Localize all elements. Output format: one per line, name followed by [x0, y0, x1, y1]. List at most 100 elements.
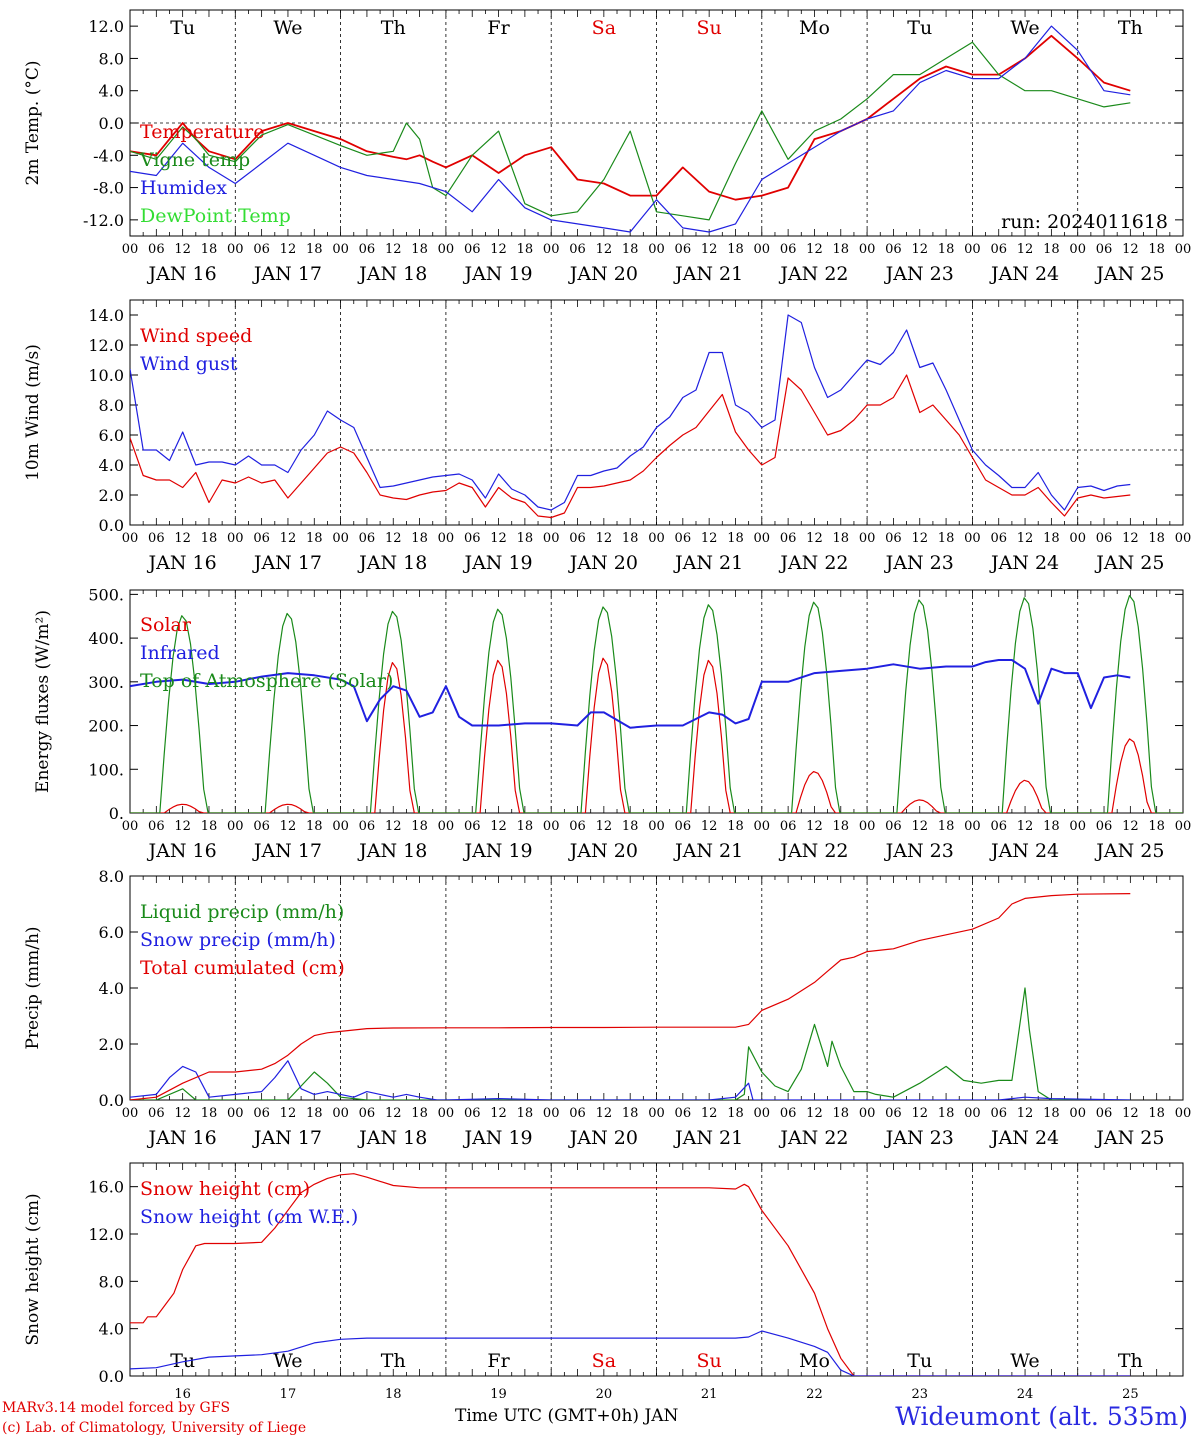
hour-tick-label: 18 [833, 819, 850, 834]
day-number: 16 [174, 1387, 191, 1402]
hour-tick-label: 18 [1043, 819, 1060, 834]
day-label: JAN 24 [989, 263, 1059, 285]
site-name: Wideumont (alt. 535m) [895, 1402, 1188, 1431]
legend-entry: Total cumulated (cm) [140, 957, 345, 979]
day-label: JAN 16 [147, 263, 217, 285]
day-label: JAN 23 [884, 552, 954, 574]
hour-tick-label: 06 [359, 242, 376, 257]
day-label: JAN 24 [989, 552, 1059, 574]
hour-tick-label: 00 [859, 1106, 876, 1121]
hour-tick-label: 18 [1148, 1106, 1165, 1121]
hour-tick-label: 00 [648, 242, 665, 257]
hour-tick-label: 06 [464, 1106, 481, 1121]
hour-tick-label: 18 [622, 531, 639, 546]
hour-tick-label: 18 [1148, 819, 1165, 834]
hour-tick-label: 06 [253, 531, 270, 546]
day-number: 18 [385, 1387, 402, 1402]
weekday-label: Su [697, 1350, 722, 1372]
hour-tick-label: 12 [596, 1106, 613, 1121]
hour-tick-label: 00 [964, 1106, 981, 1121]
day-label: JAN 20 [568, 552, 638, 574]
hour-tick-label: 06 [569, 1106, 586, 1121]
hour-tick-label: 18 [517, 1106, 534, 1121]
panel-2: 14.0 12.0 10.0 8.0 6.0 4.0 2.0 0.0 10m Wind (m/s… [23, 299, 1191, 574]
hour-tick-label: 06 [569, 242, 586, 257]
day-label: JAN 19 [462, 840, 532, 862]
hour-tick-label: 00 [332, 1106, 349, 1121]
hour-tick-label: 06 [148, 819, 165, 834]
legend-entry: Temperature [140, 121, 264, 143]
day-number: 20 [596, 1387, 613, 1402]
hour-tick-label: 18 [201, 1106, 218, 1121]
weekday-label: Fr [487, 17, 510, 39]
hour-tick-label: 06 [780, 819, 797, 834]
hour-tick-label: 18 [833, 531, 850, 546]
legend-entry: DewPoint Temp [140, 205, 291, 227]
hour-tick-label: 00 [964, 242, 981, 257]
hour-tick-label: 18 [727, 1106, 744, 1121]
hour-tick-label: 12 [490, 242, 507, 257]
y-axis-label: 10m Wind (m/s) [23, 344, 43, 481]
series-temperature [130, 34, 1131, 201]
day-label: JAN 16 [147, 840, 217, 862]
day-label: JAN 21 [673, 1127, 743, 1149]
hour-tick-label: 12 [1017, 819, 1034, 834]
hour-tick-label: 12 [280, 819, 297, 834]
day-label: JAN 24 [989, 1127, 1059, 1149]
y-tick-label: 100. [88, 760, 124, 779]
hour-tick-label: 12 [701, 531, 718, 546]
day-label: JAN 22 [778, 552, 848, 574]
y-tick-label: 0.0 [99, 1367, 124, 1386]
day-label: JAN 24 [989, 840, 1059, 862]
hour-tick-label: 12 [174, 1106, 191, 1121]
hour-tick-label: 00 [332, 531, 349, 546]
hour-tick-label: 06 [148, 1106, 165, 1121]
hour-tick-label: 06 [885, 242, 902, 257]
y-tick-label: 300. [88, 673, 124, 692]
day-number: 23 [911, 1387, 928, 1402]
hour-tick-label: 12 [701, 242, 718, 257]
hour-tick-label: 06 [675, 1106, 692, 1121]
hour-tick-label: 12 [806, 531, 823, 546]
day-label: JAN 22 [778, 263, 848, 285]
day-label: JAN 16 [147, 552, 217, 574]
day-label: JAN 25 [1094, 263, 1164, 285]
x-axis-title: Time UTC (GMT+0h) JAN [455, 1406, 679, 1426]
hour-tick-label: 18 [1043, 531, 1060, 546]
legend-entry: Liquid precip (mm/h) [140, 901, 344, 923]
day-label: JAN 21 [673, 263, 743, 285]
hour-tick-label: 12 [806, 819, 823, 834]
day-number: 17 [280, 1387, 297, 1402]
hour-tick-label: 06 [148, 531, 165, 546]
y-tick-label: 0.0 [99, 114, 124, 133]
hour-tick-label: 12 [174, 242, 191, 257]
hour-tick-label: 18 [938, 242, 955, 257]
hour-tick-label: 06 [253, 1106, 270, 1121]
weekday-label: We [1010, 17, 1039, 39]
weekday-label: We [273, 17, 302, 39]
hour-tick-label: 06 [359, 531, 376, 546]
hour-tick-label: 00 [438, 1106, 455, 1121]
hour-tick-label: 12 [1122, 242, 1139, 257]
hour-tick-label: 18 [517, 819, 534, 834]
hour-tick-label: 06 [464, 531, 481, 546]
y-tick-label: 400. [88, 629, 124, 648]
hour-tick-label: 12 [1122, 1106, 1139, 1121]
y-tick-label: 12.0 [88, 17, 124, 36]
y-tick-label: 500. [88, 585, 124, 604]
hour-tick-label: 06 [885, 531, 902, 546]
y-tick-label: 8.0 [99, 49, 124, 68]
series-total-cumulated-cm [130, 893, 1131, 1100]
hour-tick-label: 00 [648, 819, 665, 834]
hour-tick-label: 18 [201, 242, 218, 257]
series-wind-gust [130, 314, 1131, 511]
hour-tick-label: 18 [938, 819, 955, 834]
y-tick-label: 8.0 [99, 396, 124, 415]
hour-tick-label: 18 [306, 242, 323, 257]
y-tick-label: 4.0 [99, 82, 124, 101]
hour-tick-label: 12 [806, 242, 823, 257]
hour-tick-label: 06 [1096, 819, 1113, 834]
hour-tick-label: 18 [201, 819, 218, 834]
series-snow-height-cm [130, 1173, 1131, 1376]
